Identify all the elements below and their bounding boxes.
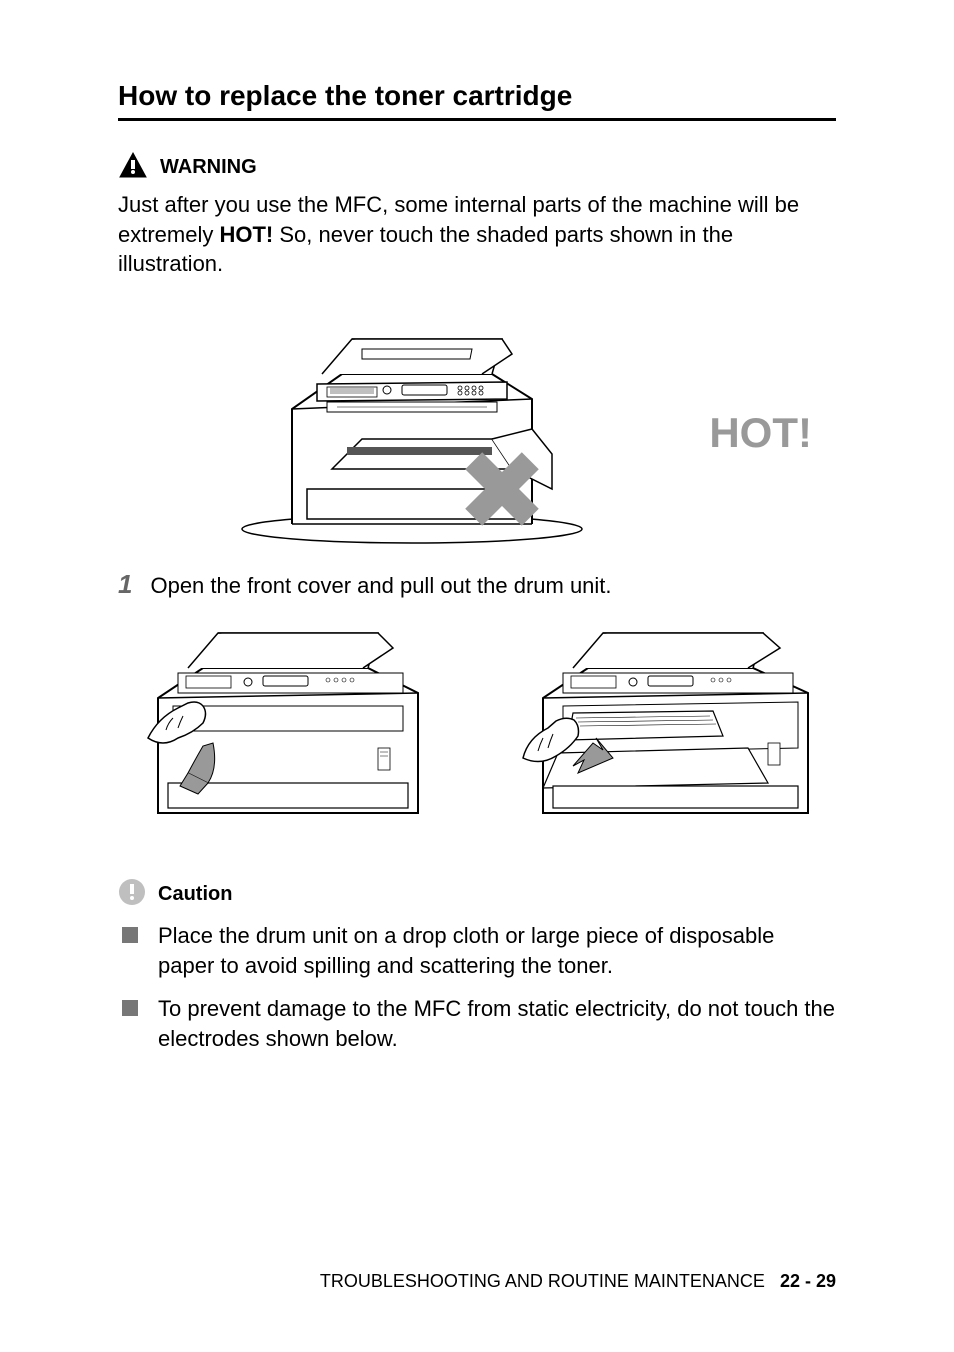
- section-title: How to replace the toner cartridge: [118, 80, 836, 121]
- x-mark-icon: [462, 449, 542, 529]
- bullet-text: To prevent damage to the MFC from static…: [158, 994, 836, 1053]
- step-1: 1 Open the front cover and pull out the …: [118, 569, 836, 600]
- caution-circle-icon: [118, 878, 146, 911]
- printer-hot-illustration: HOT!: [232, 299, 722, 549]
- square-bullet-icon: [122, 927, 138, 943]
- caution-bullet-list: Place the drum unit on a drop cloth or l…: [118, 921, 836, 1054]
- caution-label: Caution: [158, 883, 232, 906]
- open-cover-illustration: [118, 618, 458, 828]
- warning-paragraph: Just after you use the MFC, some interna…: [118, 190, 836, 279]
- list-item: To prevent damage to the MFC from static…: [118, 994, 836, 1053]
- hot-text-label: HOT!: [709, 409, 812, 457]
- pull-drum-drawing-icon: [498, 618, 838, 828]
- list-item: Place the drum unit on a drop cloth or l…: [118, 921, 836, 980]
- warning-triangle-icon: [118, 151, 148, 184]
- step-text: Open the front cover and pull out the dr…: [150, 569, 611, 599]
- step-number: 1: [118, 569, 132, 600]
- square-bullet-icon: [122, 1000, 138, 1016]
- open-cover-drawing-icon: [118, 618, 458, 828]
- footer-section-name: TROUBLESHOOTING AND ROUTINE MAINTENANCE: [320, 1271, 765, 1291]
- step-illustrations: [118, 618, 836, 828]
- warning-label: WARNING: [160, 156, 257, 179]
- warning-hot-word: HOT!: [219, 222, 273, 247]
- pull-drum-illustration: [498, 618, 838, 828]
- page-footer: TROUBLESHOOTING AND ROUTINE MAINTENANCE …: [320, 1271, 836, 1292]
- footer-page-number: 22 - 29: [780, 1271, 836, 1291]
- warning-header: WARNING: [118, 151, 836, 184]
- caution-header: Caution: [118, 878, 836, 911]
- bullet-text: Place the drum unit on a drop cloth or l…: [158, 921, 836, 980]
